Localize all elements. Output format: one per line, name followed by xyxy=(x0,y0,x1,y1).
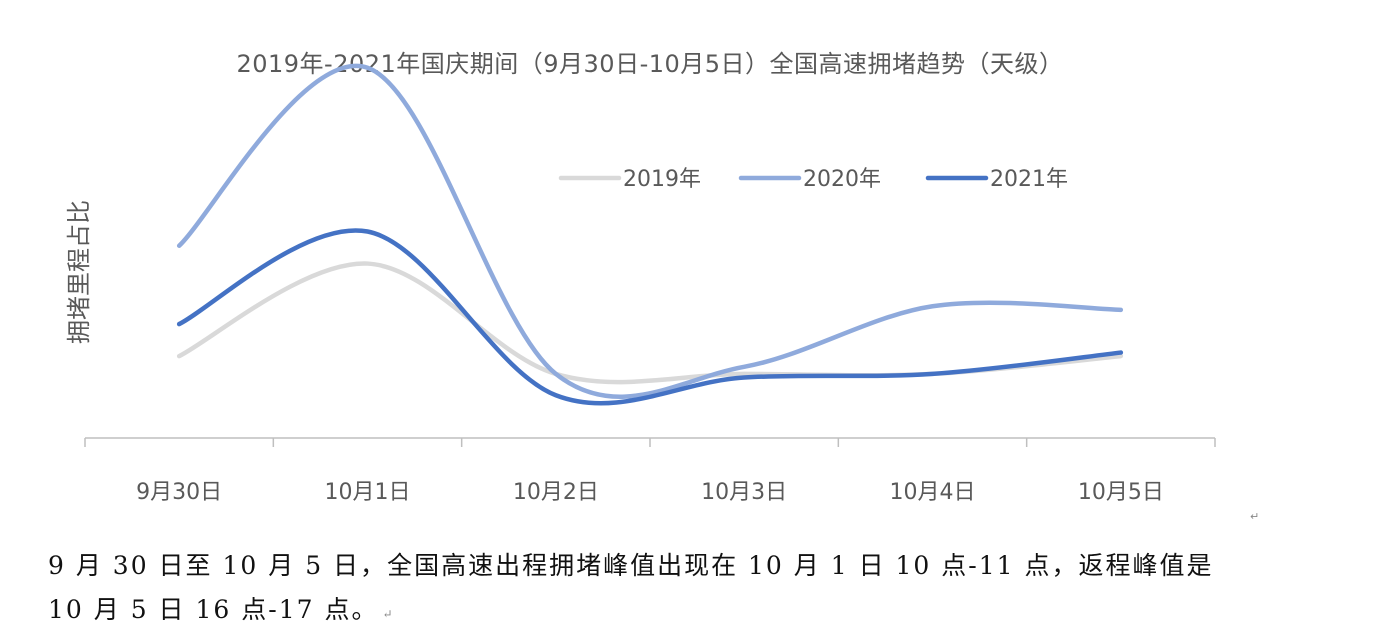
series-line-2021年 xyxy=(176,228,1124,406)
caption-line-1: 9 月 30 日至 10 月 5 日，全国高速出程拥堵峰值出现在 10 月 1 … xyxy=(48,551,1214,580)
legend-label: 2019年 xyxy=(623,167,701,192)
legend-label: 2021年 xyxy=(990,167,1068,192)
caption-line-2: 10 月 5 日 16 点-17 点。 ↵ xyxy=(48,595,395,624)
legend: 2019年 2020年 2021年 xyxy=(558,167,1068,192)
series-lines xyxy=(176,63,1124,406)
x-axis: 9月30日 10月1日 10月2日 10月3日 10月4日 10月5日 xyxy=(84,437,1216,505)
legend-label: 2020年 xyxy=(803,167,881,192)
x-tick-label: 9月30日 xyxy=(136,480,222,505)
x-tick-label: 10月5日 xyxy=(1078,480,1164,505)
y-axis-label: 拥堵里程占比 xyxy=(65,200,93,344)
series-line-2019年 xyxy=(176,261,1124,385)
paragraph-mark: ↵ xyxy=(1250,510,1260,523)
x-tick-label: 10月2日 xyxy=(513,480,599,505)
x-tick-label: 10月4日 xyxy=(890,480,976,505)
x-tick-label: 10月3日 xyxy=(701,480,787,505)
line-chart: 拥堵里程占比 9月30日 10月1日 10月2日 10月3日 10月4日 10月5日 20… xyxy=(65,63,1216,505)
series-line-2020年 xyxy=(176,63,1124,399)
caption-paragraph: 9 月 30 日至 10 月 5 日，全国高速出程拥堵峰值出现在 10 月 1 … xyxy=(48,544,1288,636)
x-tick-label: 10月1日 xyxy=(325,480,411,505)
